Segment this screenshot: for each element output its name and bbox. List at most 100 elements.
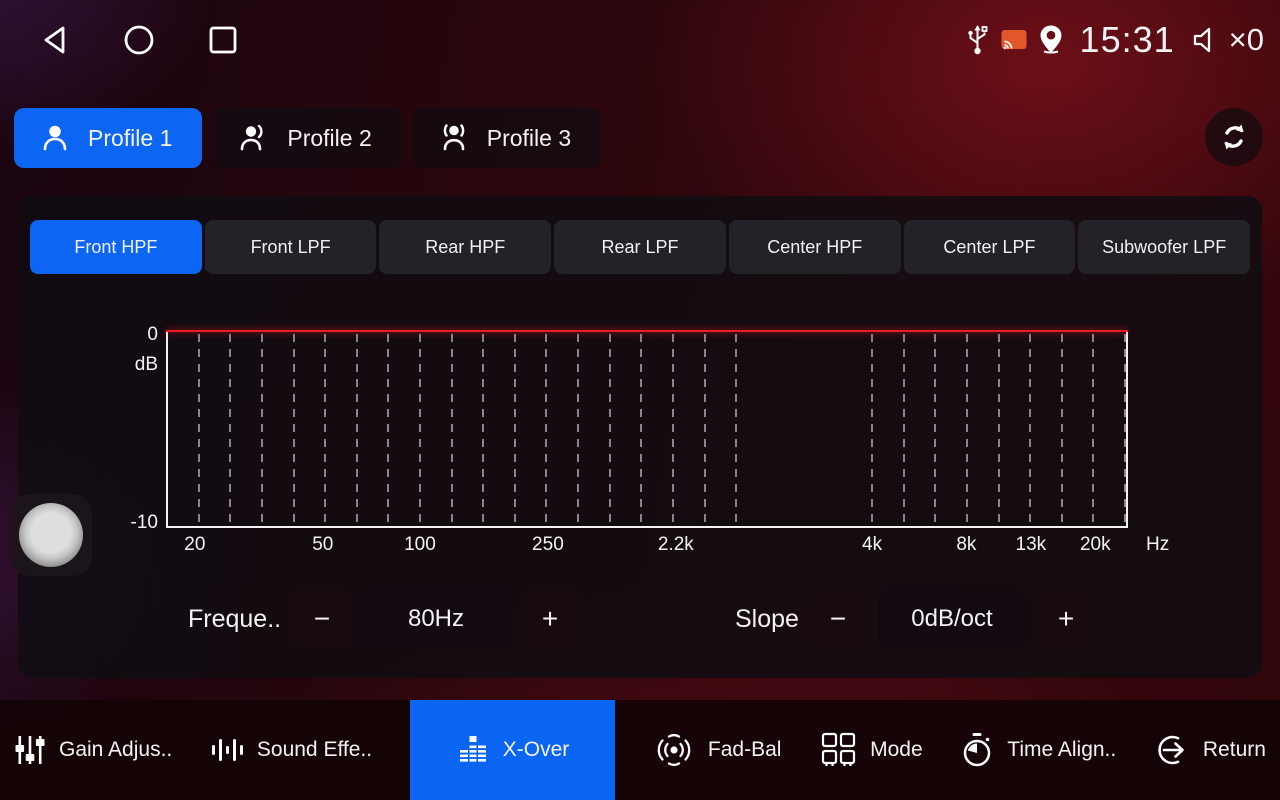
tab-subwoofer-lpf[interactable]: Subwoofer LPF [1078,220,1251,274]
gridline [450,334,453,526]
gridline [934,334,937,526]
nav-mode[interactable]: Mode [819,700,923,800]
location-pin-icon [1038,24,1064,56]
cast-icon [1000,28,1028,52]
floating-assist-button[interactable] [10,494,92,576]
gridline [1092,334,1095,526]
gridline [1029,334,1032,526]
gridline [1124,334,1127,526]
filter-tab-bar: Front HPF Front LPF Rear HPF Rear LPF Ce… [30,220,1251,274]
gridline [545,334,548,526]
gridline [577,334,580,526]
x-tick-label: 250 [532,534,564,555]
nav-label: X-Over [502,738,570,761]
nav-return[interactable]: Return [1154,700,1266,800]
nav-label: Sound Effe.. [256,738,373,761]
fader-balance-icon [653,732,695,768]
profile-2-button[interactable]: Profile 2 [213,108,402,168]
stopwatch-icon [960,732,994,768]
nav-gain-adjust[interactable]: Gain Adjus.. [14,700,172,800]
gridline [703,334,706,526]
x-tick-label: 13k [1015,534,1047,555]
profile-label: Profile 2 [287,124,372,151]
gridline [966,334,968,526]
gridline [355,334,358,526]
back-button[interactable] [38,23,72,57]
back-icon [38,23,72,57]
sync-icon [1218,121,1250,153]
x-tick-label: 100 [404,534,436,555]
gridline [324,334,327,526]
nav-xover[interactable]: X-Over [409,700,616,800]
gridline [1060,334,1063,526]
tab-center-hpf[interactable]: Center HPF [728,220,901,274]
user-arc-icon [237,121,271,155]
profile-1-button[interactable]: Profile 1 [14,108,203,168]
tab-front-hpf[interactable]: Front HPF [30,220,202,274]
nav-sound-effects[interactable]: Sound Effe.. [210,700,372,800]
gridline [671,334,674,526]
nav-time-align[interactable]: Time Align.. [960,700,1116,800]
refresh-button[interactable] [1205,108,1263,166]
bottom-nav-bar: Gain Adjus.. Sound Effe.. [0,700,1280,800]
profile-label: Profile 3 [486,124,572,151]
nav-label: Time Align.. [1007,738,1117,761]
speakers-grid-icon [819,732,857,768]
profile-3-button[interactable]: Profile 3 [412,108,602,168]
gridline [229,334,232,526]
response-curve [166,330,1128,332]
nav-label: Return [1202,738,1266,761]
x-tick-label: 4k [862,534,883,555]
gridline [260,334,263,526]
profile-tabs: Profile 1 Profile 2 Profile 3 [14,108,602,168]
gridline [292,334,295,526]
nav-label: Gain Adjus.. [59,738,173,761]
gridline [197,334,200,526]
gridline [871,334,874,526]
return-arrow-icon [1154,732,1190,768]
clock: 15:31 [1079,19,1175,60]
slope-label: Slope [735,604,799,633]
tab-center-lpf[interactable]: Center LPF [903,220,1076,274]
tab-front-lpf[interactable]: Front LPF [204,220,377,274]
android-nav-buttons [38,23,240,57]
gridline [608,334,611,526]
frequency-increase-button[interactable]: + [518,590,582,648]
gridline [997,334,1000,526]
chart-x-ticks: 20 50 100 250 2.2k 4k 8k 13k 20k [166,534,1128,560]
x-tick-label: 2.2k [657,534,694,555]
frequency-response-chart [166,330,1128,528]
nav-fad-bal[interactable]: Fad-Bal [653,700,781,800]
user-arcs-icon [437,121,471,155]
home-button[interactable] [122,23,156,57]
slope-decrease-button[interactable]: − [806,590,870,648]
gridline [482,334,485,526]
nav-label: Mode [870,738,923,761]
frequency-value: 80Hz [362,590,510,648]
status-icons: 15:31 ×0 [965,19,1264,61]
tab-rear-hpf[interactable]: Rear HPF [379,220,552,274]
gridline [735,334,738,526]
y-axis-label-0db: 0 [147,324,158,345]
frequency-decrease-button[interactable]: − [290,590,354,648]
equalizer-icon [456,733,490,767]
x-axis-unit: Hz [1146,534,1170,555]
waveform-bars-icon [210,734,244,766]
recents-button[interactable] [206,23,240,57]
gridline [640,334,643,526]
x-tick-label: 20 [184,534,206,555]
gridline [513,334,516,526]
recents-icon [206,23,240,57]
tab-rear-lpf[interactable]: Rear LPF [554,220,726,274]
x-tick-label: 8k [956,534,977,555]
knob-ball-icon [19,503,83,567]
y-axis-unit: dB [134,354,158,375]
frequency-label: Freque.. [188,604,282,633]
slope-increase-button[interactable]: + [1034,590,1098,648]
x-tick-label: 20k [1079,534,1111,555]
volume-muted-icon [1191,25,1219,55]
y-axis-label-minus10db: -10 [130,512,158,533]
gridline [387,334,390,526]
slope-value: 0dB/oct [878,590,1026,648]
volume-level: ×0 [1228,22,1264,57]
